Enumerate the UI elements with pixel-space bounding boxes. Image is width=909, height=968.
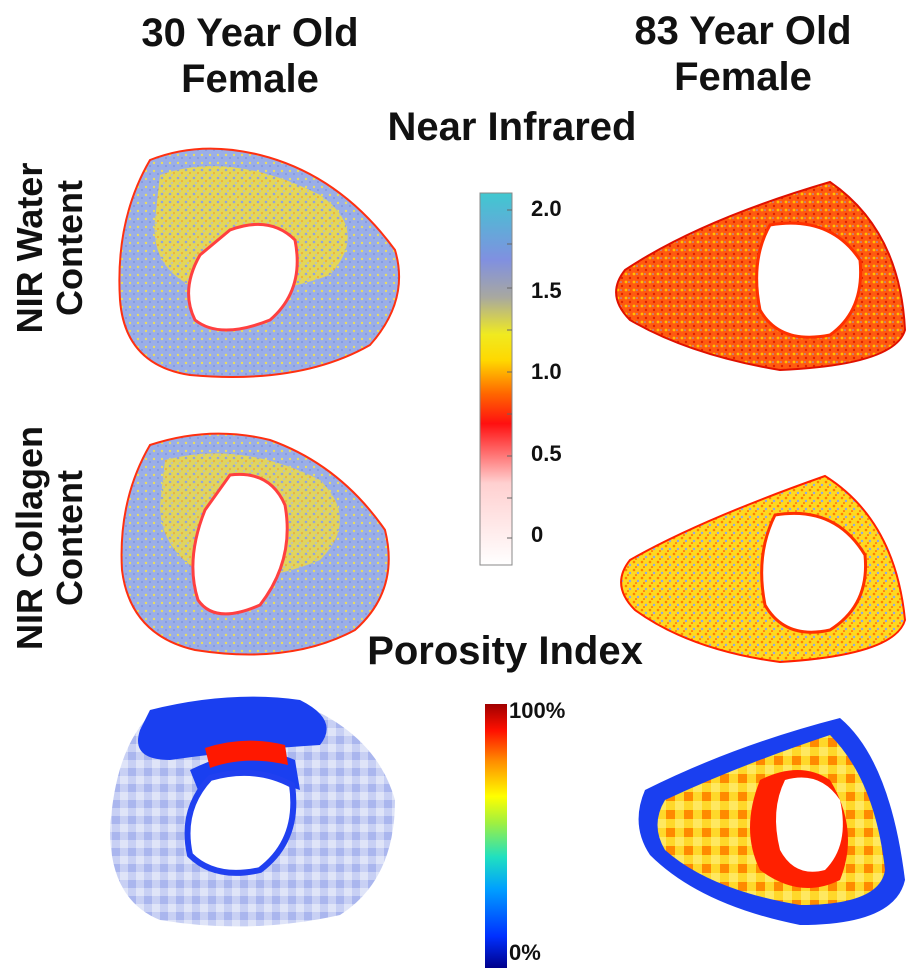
nir-tick-2-0: 2.0 bbox=[531, 196, 562, 221]
nir-colorbar bbox=[479, 192, 513, 566]
left-column-title: 30 Year Old Female bbox=[85, 10, 415, 102]
old-water-image bbox=[615, 180, 907, 372]
porosity-min-label: 0% bbox=[509, 940, 541, 965]
porosity-max-label: 100% bbox=[509, 698, 566, 723]
old-collagen-image bbox=[620, 474, 907, 664]
nir-tick-0: 0 bbox=[531, 522, 544, 547]
young-water-image bbox=[118, 147, 401, 378]
porosity-colorbar-gradient bbox=[485, 704, 507, 968]
young-collagen-image bbox=[120, 432, 390, 656]
right-column-title: 83 Year Old Female bbox=[578, 8, 908, 100]
old-porosity-image bbox=[638, 718, 905, 925]
nir-tick-0-5: 0.5 bbox=[531, 441, 562, 466]
left-title-line1: 30 Year Old bbox=[141, 11, 359, 55]
nir-tick-1-0: 1.0 bbox=[531, 359, 562, 384]
nir-tick-1-5: 1.5 bbox=[531, 278, 562, 303]
nir-section-title: Near Infrared bbox=[387, 105, 637, 149]
left-title-line2: Female bbox=[181, 57, 319, 101]
porosity-colorbar bbox=[485, 704, 507, 968]
right-title-line2: Female bbox=[674, 55, 812, 99]
porosity-section-title: Porosity Index bbox=[367, 629, 643, 673]
young-porosity-image bbox=[110, 696, 395, 927]
right-title-line1: 83 Year Old bbox=[634, 9, 852, 53]
nir-colorbar-gradient bbox=[479, 192, 513, 566]
